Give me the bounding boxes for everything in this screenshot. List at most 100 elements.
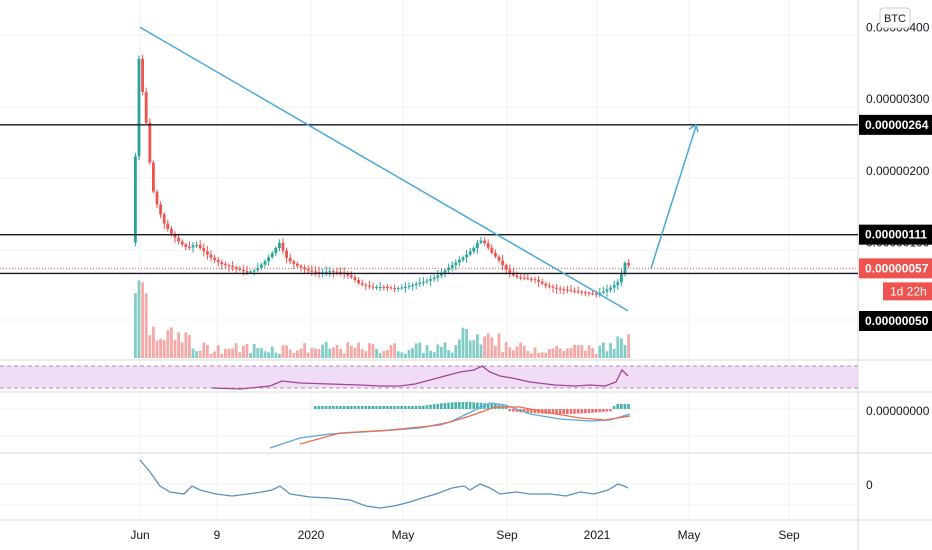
candle-body — [206, 251, 209, 255]
volume-bar — [519, 342, 522, 358]
candle-body — [184, 244, 188, 247]
macd-histogram-bar — [533, 409, 537, 414]
volume-bar — [396, 351, 400, 358]
macd-histogram-bar — [418, 406, 421, 409]
volume-bar — [598, 345, 602, 358]
time-axis[interactable]: Jun 9 2020 May Sep 2021 May Sep — [130, 528, 800, 542]
volume-bar — [494, 345, 497, 358]
volume-bar — [461, 327, 465, 358]
rsi-line — [211, 365, 629, 390]
candle-body — [382, 287, 386, 289]
macd-histogram-bar — [321, 406, 324, 409]
candle-body — [245, 271, 249, 273]
candle-body — [148, 122, 152, 163]
macd-histogram-bar — [591, 409, 594, 413]
macd-histogram-bar — [371, 406, 375, 409]
candle-body — [234, 267, 238, 269]
volume-bar — [605, 351, 609, 358]
macd-histogram-bar — [425, 405, 429, 409]
level-price-label: 0.00000111 — [865, 228, 927, 242]
candle-body — [378, 287, 382, 289]
candle-body — [238, 268, 242, 270]
volume-bar — [328, 348, 332, 358]
volume-bar — [162, 339, 166, 358]
candle-body — [281, 242, 285, 251]
volume-bar — [627, 334, 630, 358]
volume-bar — [501, 351, 504, 358]
volume-bar — [288, 349, 292, 358]
candle-body — [479, 240, 483, 243]
candle-body — [418, 282, 422, 284]
candle-body — [486, 243, 490, 248]
volume-bar — [342, 353, 346, 358]
time-tick-label: May — [678, 528, 701, 542]
candle-body — [270, 253, 274, 258]
volume-bar — [180, 342, 184, 358]
macd-histogram-bar — [432, 404, 436, 409]
volume-bar — [458, 339, 461, 358]
macd-histogram-bar — [458, 402, 461, 409]
volume-bar — [159, 338, 162, 358]
volume-bar — [512, 350, 515, 358]
macd-histogram-bar — [576, 409, 580, 414]
candle-body — [252, 270, 256, 272]
volume-bar — [526, 351, 530, 358]
descending-trendline — [139, 26, 629, 312]
candle-body — [213, 257, 216, 261]
macd-histogram-bar — [526, 409, 529, 413]
volume-bar — [364, 351, 368, 358]
macd-histogram-bar — [407, 406, 411, 409]
candle-body — [278, 242, 281, 248]
volume-bar — [432, 352, 436, 358]
macd-histogram-bar — [551, 409, 555, 414]
candle-body — [414, 283, 418, 286]
candle-body — [425, 280, 429, 282]
candle-body — [155, 191, 159, 205]
candle-body — [450, 265, 454, 268]
rsi-band-fill — [0, 366, 858, 388]
volume-bar — [335, 344, 339, 358]
macd-histogram-bar — [490, 403, 493, 409]
volume-bar — [231, 348, 234, 358]
volume-bar — [220, 353, 224, 358]
volume-bar — [353, 347, 357, 358]
candle-body — [195, 244, 198, 246]
macd-histogram-bar — [317, 406, 321, 409]
time-tick-label: 9 — [214, 528, 221, 542]
candle-body — [357, 280, 360, 284]
volume-bar — [533, 347, 537, 358]
candle-body — [364, 284, 368, 286]
level-price-label-box — [859, 114, 932, 135]
volume-bar — [281, 345, 285, 358]
currency-badge[interactable]: BTC — [879, 7, 911, 29]
candle-body — [350, 275, 353, 277]
macd-histogram-bar — [515, 409, 519, 412]
volume-bar — [440, 346, 443, 358]
macd-histogram-bar — [616, 404, 619, 409]
candle-body — [422, 281, 425, 283]
candle-body — [288, 257, 292, 262]
volume-bar — [296, 350, 299, 358]
volume-bar — [368, 343, 371, 358]
candle-body — [551, 286, 555, 288]
macd-histogram-bar — [375, 406, 378, 409]
macd-histogram-bar — [346, 406, 349, 409]
candle-body — [353, 276, 357, 281]
candle-body — [454, 262, 458, 266]
candlestick-series — [134, 54, 630, 298]
volume-bar — [530, 353, 533, 358]
volume-bar — [260, 348, 263, 358]
price-axis[interactable]: 0.000004000.000003000.000002000.00000100… — [859, 20, 932, 331]
volume-bar — [548, 349, 551, 358]
candle-body — [220, 262, 224, 265]
macd-histogram-bar — [342, 406, 346, 409]
candle-body — [508, 269, 512, 273]
volume-bar — [454, 345, 458, 358]
candle-body — [526, 278, 530, 280]
volume-bar — [310, 348, 314, 358]
volume-bar — [443, 342, 447, 358]
volume-bar — [472, 340, 476, 358]
volume-bar — [404, 353, 407, 358]
macd-histogram-bar — [465, 402, 468, 409]
